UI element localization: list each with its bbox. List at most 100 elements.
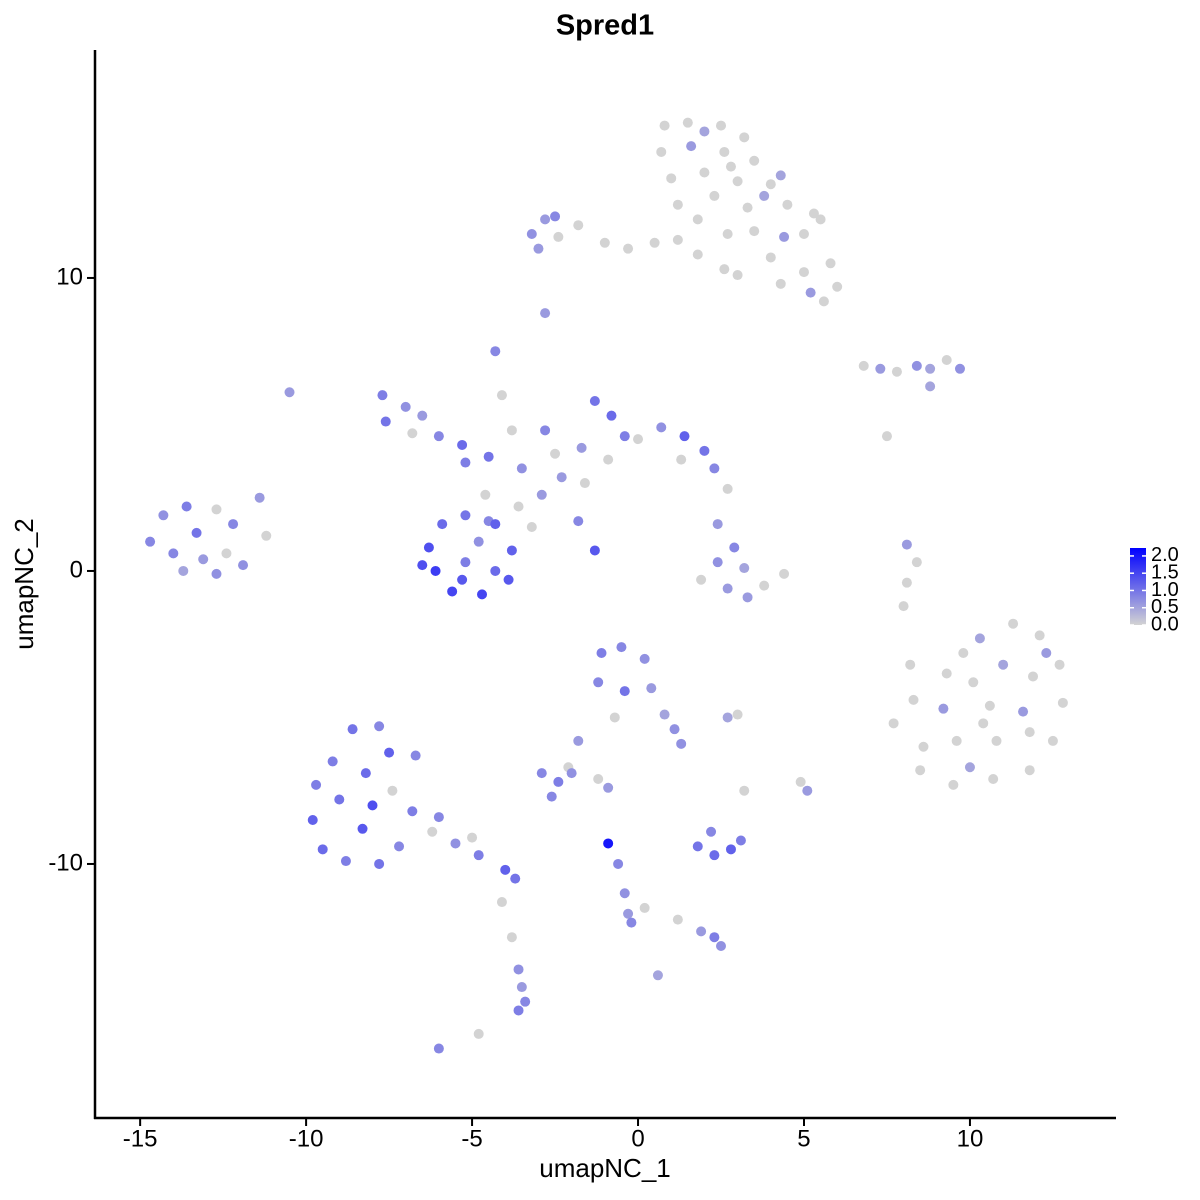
cell-point — [672, 199, 683, 210]
cell-point — [168, 548, 179, 559]
cell-point — [573, 735, 584, 746]
cell-point — [825, 258, 836, 269]
cell-point — [158, 510, 169, 521]
cell-point — [905, 659, 916, 670]
cell-point — [490, 519, 501, 530]
cell-point — [394, 841, 405, 852]
cell-point — [941, 668, 952, 679]
colorbar — [1130, 548, 1146, 625]
cell-point — [696, 574, 707, 585]
cell-point — [384, 747, 395, 758]
cell-point — [659, 120, 670, 131]
cell-point — [599, 237, 610, 248]
cell-point — [573, 220, 584, 231]
cell-point — [881, 431, 892, 442]
cell-point — [858, 360, 869, 371]
cell-point — [433, 431, 444, 442]
cell-point — [795, 776, 806, 787]
cell-point — [550, 448, 561, 459]
cell-point — [516, 463, 527, 474]
cell-point — [1034, 630, 1045, 641]
cell-point — [779, 568, 790, 579]
cell-point — [589, 396, 600, 407]
cell-point — [556, 472, 567, 483]
cell-point — [888, 718, 899, 729]
cell-point — [603, 782, 614, 793]
cell-point — [699, 445, 710, 456]
cell-point — [739, 563, 750, 574]
cell-point — [473, 1028, 484, 1039]
cell-point — [692, 249, 703, 260]
cell-point — [709, 190, 720, 201]
cell-point — [1008, 618, 1019, 629]
cell-point — [490, 565, 501, 576]
x-tick-label: -15 — [123, 1125, 158, 1152]
cell-point — [327, 756, 338, 767]
cell-point — [407, 428, 418, 439]
cell-point — [427, 826, 438, 837]
cell-point — [699, 126, 710, 137]
cell-point — [732, 176, 743, 187]
cell-point — [430, 565, 441, 576]
cell-point — [652, 970, 663, 981]
cell-point — [284, 387, 295, 398]
cell-point — [988, 773, 999, 784]
cell-point — [782, 199, 793, 210]
cell-point — [918, 741, 929, 752]
cell-point — [211, 568, 222, 579]
cell-point — [387, 785, 398, 796]
cell-point — [686, 141, 697, 152]
cell-point — [891, 366, 902, 377]
cell-point — [649, 237, 660, 248]
cell-point — [417, 560, 428, 571]
cell-point — [178, 565, 189, 576]
cell-point — [540, 308, 551, 319]
cell-point — [417, 410, 428, 421]
cell-point — [659, 709, 670, 720]
cell-point — [672, 914, 683, 925]
cell-point — [619, 431, 630, 442]
chart-title: Spred1 — [556, 10, 654, 42]
cell-point — [875, 363, 886, 374]
cell-point — [447, 586, 458, 597]
cell-point — [506, 932, 517, 943]
cell-point — [506, 545, 517, 556]
cell-point — [566, 768, 577, 779]
cell-point — [603, 838, 614, 849]
cell-point — [712, 519, 723, 530]
cell-point — [719, 264, 730, 275]
cell-point — [719, 146, 730, 157]
cell-point — [938, 703, 949, 714]
cell-point — [360, 768, 371, 779]
cell-point — [616, 642, 627, 653]
cell-point — [553, 776, 564, 787]
y-tick-label: 10 — [56, 263, 83, 290]
cell-point — [191, 527, 202, 538]
cell-point — [725, 161, 736, 172]
cell-point — [526, 229, 537, 240]
cell-point — [579, 478, 590, 489]
cell-point — [540, 425, 551, 436]
cell-point — [576, 442, 587, 453]
colorbar-tick-label: 0.0 — [1151, 613, 1179, 635]
cell-point — [467, 832, 478, 843]
cell-point — [672, 234, 683, 245]
cell-point — [901, 577, 912, 588]
cell-point — [915, 765, 926, 776]
cell-point — [739, 785, 750, 796]
cell-point — [513, 964, 524, 975]
cell-point — [656, 146, 667, 157]
cell-point — [619, 686, 630, 697]
cell-point — [925, 363, 936, 374]
cell-point — [941, 354, 952, 365]
cell-point — [1024, 727, 1035, 738]
cell-point — [832, 281, 843, 292]
cell-point — [749, 155, 760, 166]
cell-point — [775, 170, 786, 181]
cell-point — [732, 270, 743, 281]
cell-point — [520, 996, 531, 1007]
cell-point — [221, 548, 232, 559]
cell-point — [682, 117, 693, 128]
cell-point — [1041, 648, 1052, 659]
cell-point — [1057, 697, 1068, 708]
